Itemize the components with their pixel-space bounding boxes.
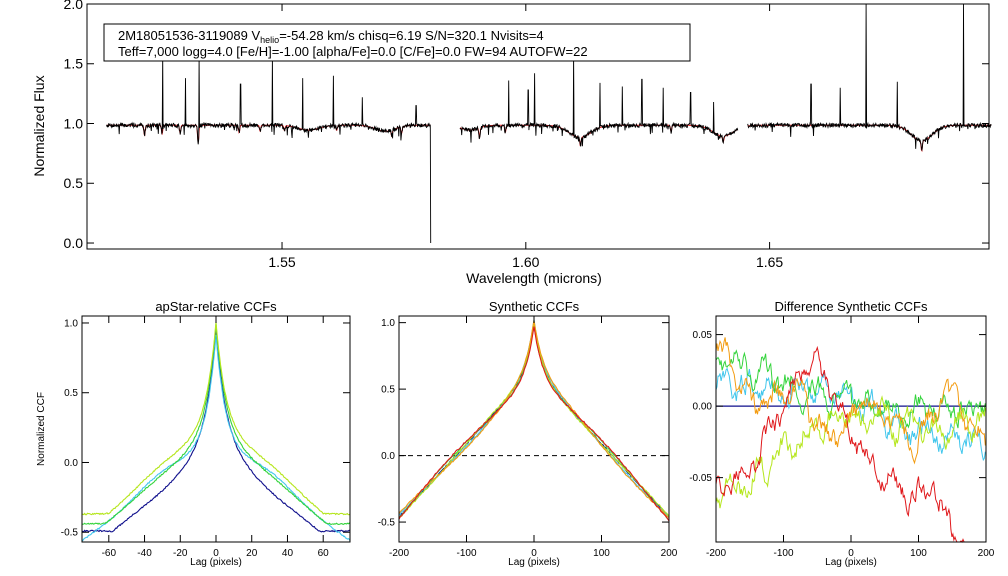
difference-ccf-series-line	[715, 337, 986, 465]
synthetic-ccf-series-line	[398, 322, 670, 519]
synthetic-ccf-y-tick-label: 0.0	[381, 451, 395, 462]
difference-ccf-y-tick-label: 0.05	[693, 330, 713, 341]
synthetic-ccf-x-label: Lag (pixels)	[508, 557, 560, 568]
synthetic-ccf-panel: Synthetic CCFs -200 -100 0 100 200 -0.5 0.0 0.…	[378, 299, 678, 568]
star-id: 2M18051536-3119089	[118, 28, 248, 43]
difference-ccf-plot-area	[715, 337, 986, 543]
synthetic-ccf-title: Synthetic CCFs	[489, 299, 580, 314]
spectrum-observed-line	[747, 3, 992, 151]
spectrum-x-label: Wavelength (microns)	[466, 270, 602, 286]
difference-ccf-y-ticks: -0.05 0.00 0.05	[689, 330, 986, 484]
spectrum-y-tick-label: 0.0	[64, 235, 84, 251]
apstar-ccf-x-tick-label: 40	[282, 548, 294, 559]
apstar-ccf-plot-area	[81, 322, 351, 542]
difference-ccf-x-ticks: -200 -100 0 100 200	[706, 316, 995, 559]
info-box	[103, 23, 691, 62]
synthetic-ccf-y-tick-label: -0.5	[378, 518, 396, 529]
spectrum-observed-line	[106, 55, 432, 244]
apstar-ccf-x-tick-label: -20	[173, 548, 188, 559]
difference-ccf-x-tick-label: 0	[848, 548, 854, 559]
spectrum-plot-area	[106, 3, 992, 244]
apstar-ccf-y-tick-label: 1.0	[64, 318, 78, 329]
spectrum-x-ticks: 1.55 1.60 1.65	[268, 4, 783, 270]
apstar-ccf-y-tick-label: 0.0	[64, 458, 78, 469]
difference-ccf-x-tick-label: 200	[978, 548, 995, 559]
spectrum-x-tick-label: 1.65	[756, 254, 783, 270]
apstar-ccf-panel: apStar-relative CCFs -60 -40 -20 0 20 40 60 -0…	[36, 299, 351, 568]
apstar-ccf-x-tick-label: -60	[102, 548, 117, 559]
apstar-ccf-series-line	[82, 323, 351, 525]
difference-ccf-x-tick-label: 100	[910, 548, 927, 559]
synthetic-ccf-y-tick-label: 1.0	[381, 318, 395, 329]
apstar-ccf-x-tick-label: -40	[137, 548, 152, 559]
apstar-ccf-x-label: Lag (pixels)	[190, 557, 242, 568]
apstar-ccf-x-tick-label: 0	[213, 548, 219, 559]
synthetic-ccf-series-line	[398, 325, 670, 521]
apstar-ccf-x-tick-label: 60	[318, 548, 330, 559]
spectrum-y-tick-label: 1.0	[64, 115, 84, 131]
apstar-ccf-y-tick-label: 0.5	[64, 388, 78, 399]
synthetic-ccf-series-line	[398, 319, 670, 518]
apstar-ccf-x-ticks: -60 -40 -20 0 20 40 60	[102, 316, 330, 559]
synthetic-ccf-x-tick-label: -100	[456, 548, 476, 559]
apstar-ccf-y-label: Normalized CCF	[36, 392, 47, 466]
spectrum-y-tick-label: 2.0	[64, 0, 84, 12]
synthetic-ccf-series-line	[398, 322, 670, 519]
spectrum-model-line	[106, 124, 431, 143]
spectrum-panel: 1.55 1.60 1.65 0.0 0.5 1.0 1.5 2.0 Wavelength …	[31, 0, 992, 286]
difference-ccf-panel: Difference Synthetic CCFs -200 -100 0 100 20…	[689, 299, 995, 568]
synthetic-ccf-x-tick-label: 100	[593, 548, 610, 559]
difference-ccf-y-tick-label: 0.00	[693, 402, 713, 413]
v-value: =-54.28 km/s chisq=6.19 S/N=320.1 Nvisit…	[279, 28, 543, 43]
apstar-ccf-y-tick-label: -0.5	[61, 528, 79, 539]
info-line-2: Teff=7,000 logg=4.0 [Fe/H]=-1.00 [alpha/…	[118, 44, 588, 59]
difference-ccf-title: Difference Synthetic CCFs	[775, 299, 928, 314]
synthetic-ccf-x-tick-label: 200	[661, 548, 678, 559]
spectrum-model-line	[747, 124, 992, 153]
difference-ccf-y-tick-label: -0.05	[689, 473, 712, 484]
spectrum-y-tick-label: 0.5	[64, 175, 84, 191]
apstar-ccf-series-line	[81, 322, 351, 516]
synthetic-ccf-series-line	[398, 326, 670, 522]
spectrum-y-tick-label: 1.5	[64, 56, 84, 72]
synthetic-ccf-plot-area	[398, 319, 670, 522]
spectrum-frame	[86, 3, 990, 250]
apstar-ccf-title: apStar-relative CCFs	[155, 299, 277, 314]
synthetic-ccf-series-line	[398, 320, 670, 519]
difference-ccf-x-label: Lag (pixels)	[825, 557, 877, 568]
difference-ccf-x-tick-label: -200	[706, 548, 726, 559]
spectrum-y-ticks: 0.0 0.5 1.0 1.5 2.0	[64, 0, 989, 251]
v-sub: helio	[260, 35, 279, 45]
spectrum-x-tick-label: 1.60	[512, 254, 539, 270]
difference-ccf-x-tick-label: -100	[773, 548, 793, 559]
spectrum-x-tick-label: 1.55	[268, 254, 295, 270]
synthetic-ccf-x-tick-label: 0	[531, 548, 537, 559]
apstar-ccf-x-tick-label: 20	[246, 548, 258, 559]
spectrum-observed-line	[459, 55, 739, 147]
difference-ccf-series-line	[715, 345, 986, 543]
synthetic-ccf-x-ticks: -200 -100 0 100 200	[389, 316, 678, 559]
synthetic-ccf-y-ticks: -0.5 0.0 0.5 1.0	[378, 318, 669, 529]
info-line-1: 2M18051536-3119089 Vhelio=-54.28 km/s ch…	[118, 28, 544, 45]
synthetic-ccf-frame	[398, 315, 670, 543]
spectrum-y-label: Normalized Flux	[31, 75, 47, 176]
synthetic-ccf-x-tick-label: -200	[389, 548, 409, 559]
synthetic-ccf-y-tick-label: 0.5	[381, 385, 395, 396]
apstar-ccf-frame	[81, 315, 351, 543]
v-label: V	[252, 28, 261, 43]
apstar-ccf-y-ticks: -0.5 0.0 0.5 1.0	[61, 318, 350, 539]
